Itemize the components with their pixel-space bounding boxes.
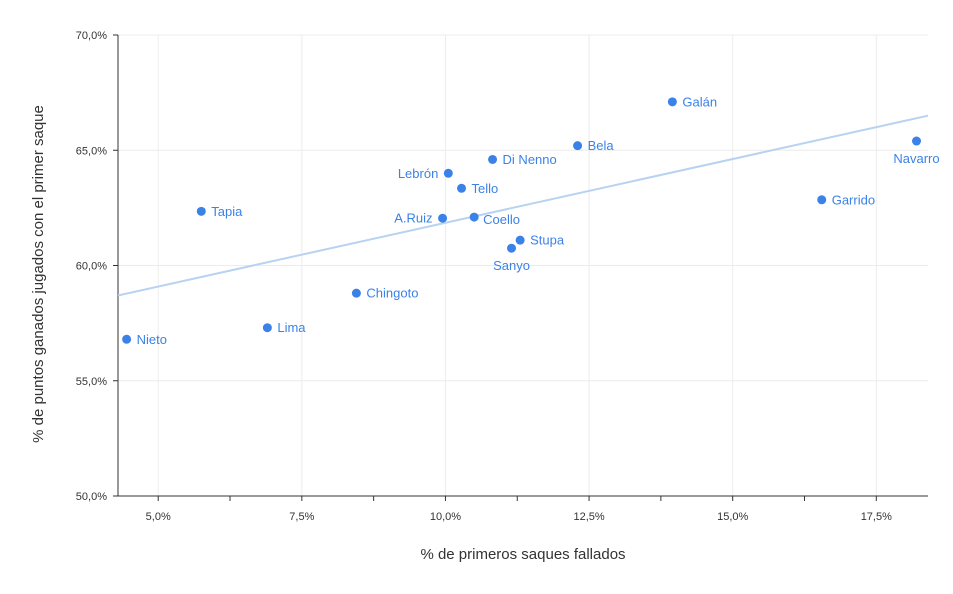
data-point [262, 323, 272, 333]
data-point [488, 154, 498, 164]
data-point [469, 212, 479, 222]
data-point [912, 136, 922, 146]
y-axis-title: % de puntos ganados jugados con el prime… [30, 105, 47, 443]
point-label: Stupa [530, 233, 565, 248]
data-point [196, 206, 206, 216]
data-points: Nieto Tapia Lima Chingoto A.Ruiz Lebrón Tello C… [122, 94, 940, 347]
point-label: Chingoto [366, 286, 418, 301]
point-label: A.Ruiz [394, 211, 432, 226]
y-tick-label: 70,0% [76, 30, 107, 42]
data-point [457, 183, 467, 193]
point-label: Nieto [137, 332, 167, 347]
axes: 50,0% 55,0% 60,0% 65,0% 70,0% 5,0% 7,5% 10,0% 12… [76, 30, 928, 523]
point-label: Di Nenno [503, 152, 557, 167]
point-label: Bela [588, 138, 615, 153]
point-label: Lima [277, 320, 306, 335]
x-tick-label: 12,5% [573, 511, 604, 523]
x-tick-label: 10,0% [430, 511, 461, 523]
data-point [443, 168, 453, 178]
data-point [817, 195, 827, 205]
y-tick-label: 60,0% [76, 261, 107, 273]
point-label: Coello [483, 212, 520, 227]
x-tick-label: 15,0% [717, 511, 748, 523]
point-label: Garrido [832, 192, 875, 207]
y-tick-label: 50,0% [76, 491, 107, 503]
x-tick-label: 5,0% [146, 511, 171, 523]
point-label: Sanyo [493, 258, 530, 273]
x-tick-label: 17,5% [861, 511, 892, 523]
trendline [117, 114, 929, 297]
data-point [667, 97, 677, 107]
data-point [515, 235, 525, 245]
trendline-group [117, 114, 929, 297]
point-label: Navarro [893, 151, 939, 166]
point-label: Lebrón [398, 166, 438, 181]
x-tick-label: 7,5% [289, 511, 314, 523]
data-point [573, 141, 583, 151]
x-axis-title: % de primeros saques fallados [420, 546, 625, 563]
data-point [438, 213, 448, 223]
point-label: Galán [682, 94, 717, 109]
point-label: Tapia [211, 204, 243, 219]
y-tick-label: 65,0% [76, 145, 107, 157]
data-point [122, 334, 132, 344]
data-point [351, 288, 361, 298]
data-point [507, 243, 517, 253]
point-label: Tello [472, 181, 499, 196]
y-tick-label: 55,0% [76, 376, 107, 388]
